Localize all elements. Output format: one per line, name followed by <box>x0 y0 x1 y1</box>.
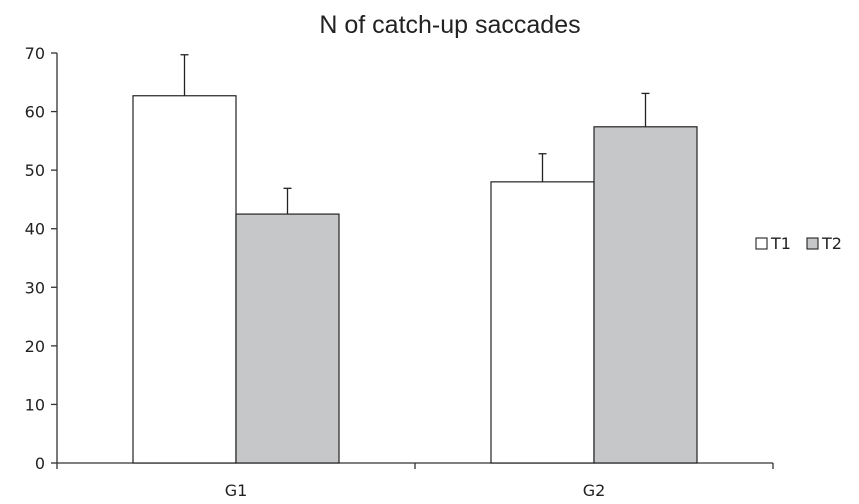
legend-item-t2: T2 <box>806 234 842 253</box>
y-tick-label: 50 <box>25 161 45 180</box>
legend-item-t1: T1 <box>755 234 791 253</box>
y-tick-label: 40 <box>25 220 45 239</box>
legend-label-t2: T2 <box>821 234 842 253</box>
x-tick-label: G2 <box>583 481 606 500</box>
bar-t2-g2 <box>593 126 698 464</box>
chart-title: N of catch-up saccades <box>319 11 580 39</box>
plot-area: 0 10 20 30 40 50 60 70 G1 G2 <box>25 44 774 500</box>
y-tick-label: 20 <box>25 337 45 356</box>
legend-swatch-t2 <box>806 237 819 250</box>
y-tick-label: 10 <box>25 395 45 414</box>
x-tick-label: G1 <box>225 481 248 500</box>
legend-swatch-t1 <box>755 237 768 250</box>
bar-t1-g2 <box>490 181 595 464</box>
bar-t2-g1 <box>235 213 340 464</box>
y-tick-label: 70 <box>25 44 45 63</box>
y-tick-label: 30 <box>25 278 45 297</box>
legend-label-t1: T1 <box>770 234 791 253</box>
bar-t1-g1 <box>132 95 237 464</box>
legend: T1 T2 <box>755 234 842 253</box>
y-tick-label: 60 <box>25 103 45 122</box>
y-tick-label: 0 <box>35 454 45 473</box>
